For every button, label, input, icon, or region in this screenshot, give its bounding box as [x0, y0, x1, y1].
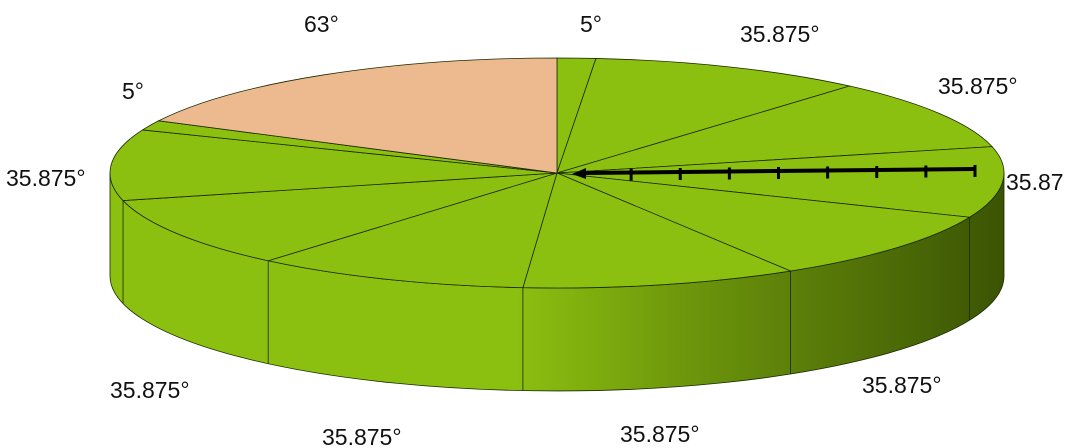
pie-labels: 63° 5° 35.875° 35.875° 35.87 35.875° 35.… — [6, 11, 1064, 448]
measure-leader — [572, 165, 977, 181]
pie-sector-4 — [556, 172, 971, 272]
pie-sector-5 — [522, 172, 793, 289]
label-sector-7: 35.875° — [110, 377, 190, 403]
label-base-sector: 63° — [304, 11, 339, 37]
label-sector-2: 35.875° — [938, 73, 1018, 99]
leader-arrow-icon — [572, 168, 586, 179]
pie-top-face — [109, 57, 1005, 289]
pie-sector-6 — [266, 172, 558, 289]
pie-sector-7 — [122, 172, 558, 262]
pie-sector-2 — [556, 85, 993, 174]
label-sector-3: 35.87 — [1006, 169, 1064, 195]
label-sector-0: 5° — [580, 11, 602, 37]
pie-sector-base — [157, 57, 558, 174]
label-sector-6: 35.875° — [322, 424, 402, 448]
pie-sector-1 — [556, 58, 852, 174]
label-sector-1: 35.875° — [740, 21, 820, 47]
pie-sector-8 — [109, 129, 558, 201]
label-sector-9: 5° — [122, 78, 144, 104]
label-sector-5: 35.875° — [620, 421, 700, 447]
pie-sector-3 — [556, 146, 1005, 218]
label-sector-8: 35.875° — [6, 165, 86, 191]
label-sector-4: 35.875° — [862, 372, 942, 398]
